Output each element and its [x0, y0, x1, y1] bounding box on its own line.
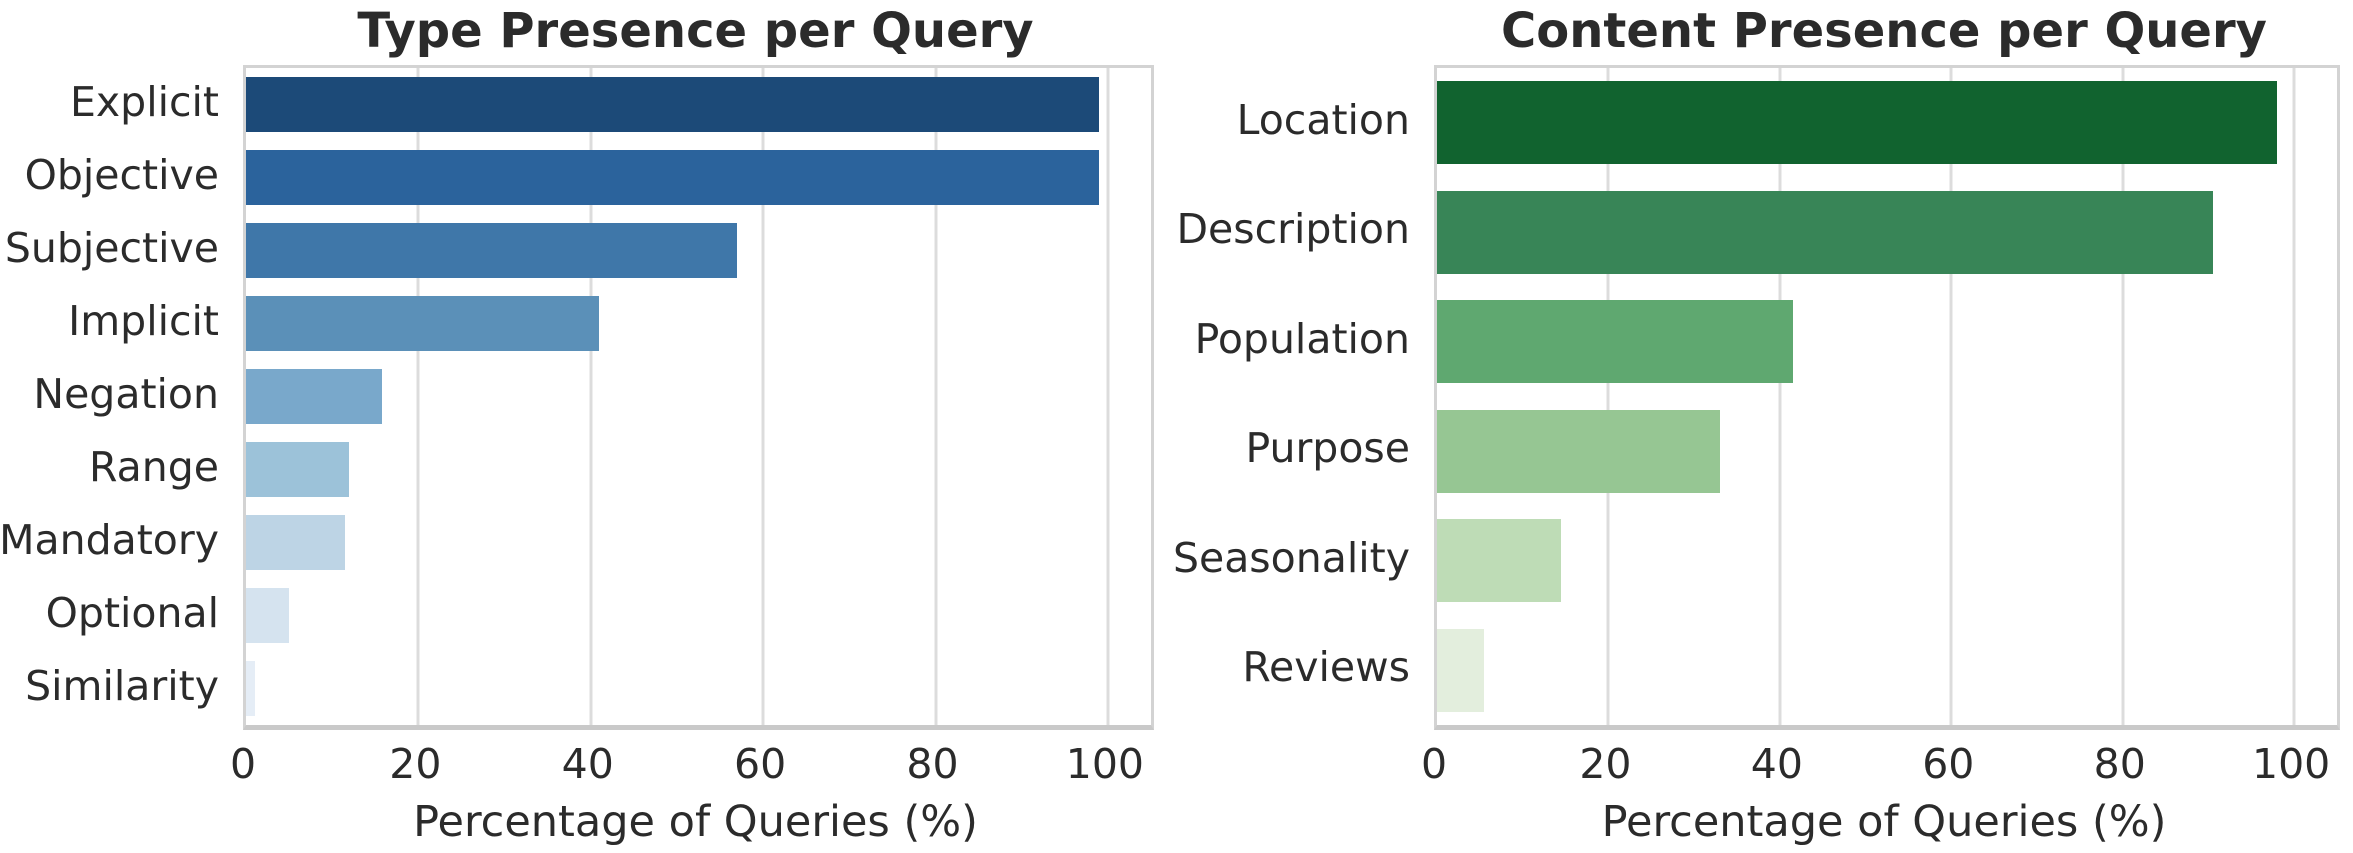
bar-row	[246, 652, 1151, 725]
bar-population	[1437, 300, 1793, 384]
bar-purpose	[1437, 409, 1720, 493]
plot-area	[243, 65, 1154, 730]
y-category-label: Subjective	[4, 223, 219, 272]
y-category-row: Similarity	[0, 649, 219, 722]
y-category-label: Reviews	[1242, 643, 1410, 692]
bars	[1437, 68, 2337, 725]
bar-row	[246, 68, 1151, 141]
x-axis-tick-labels: 0 20 40 60 80 100	[1421, 740, 2334, 792]
x-axis-tick-labels: 0 20 40 60 80 100	[230, 740, 1148, 792]
y-category-label: Similarity	[25, 661, 219, 710]
x-axis-label: Percentage of Queries (%)	[1601, 797, 2167, 847]
bar-row	[246, 579, 1151, 652]
x-tick-label-0: 0	[1420, 740, 1448, 788]
y-axis-category-labels: Explicit Objective Subjective Implicit Negat…	[0, 65, 219, 722]
gridline-x-80	[2121, 68, 2125, 725]
bar-row	[1437, 616, 2337, 726]
y-category-label: Optional	[45, 588, 219, 637]
bar-row	[1437, 397, 2337, 507]
bar-reviews	[1437, 628, 1485, 712]
bar-similarity	[246, 660, 255, 717]
bar-row	[1437, 287, 2337, 397]
plot-area	[1434, 65, 2340, 730]
y-category-row: Explicit	[0, 65, 219, 138]
y-category-row: Description	[1176, 175, 1410, 285]
x-tick-label-100: 100	[1065, 740, 1145, 788]
y-category-row: Seasonality	[1172, 503, 1410, 613]
bar-row	[1437, 68, 2337, 178]
bar-row	[246, 360, 1151, 433]
x-tick-label-40: 40	[1750, 740, 1803, 788]
y-category-row: Optional	[0, 576, 219, 649]
bar-row	[1437, 506, 2337, 616]
bar-negation	[246, 368, 383, 425]
bar-implicit	[246, 295, 600, 352]
gridline-x-100	[1106, 68, 1110, 725]
bar-optional	[246, 587, 290, 644]
y-category-label: Seasonality	[1172, 533, 1410, 582]
x-axis-label: Percentage of Queries (%)	[413, 797, 978, 847]
gridline-x-20	[1606, 68, 1610, 725]
bar-row	[1437, 178, 2337, 288]
chart-title: Type Presence per Query	[357, 3, 1034, 59]
y-category-row: Implicit	[0, 284, 219, 357]
bar-description	[1437, 190, 2213, 274]
gridline-x-40	[1778, 68, 1782, 725]
bar-range	[246, 441, 350, 498]
y-category-label: Population	[1194, 314, 1410, 363]
bar-row	[246, 506, 1151, 579]
x-tick-label-0: 0	[229, 740, 257, 788]
y-axis-category-labels: Location Description Population Purpose Seas…	[1172, 65, 1410, 723]
gridline-x-80	[934, 68, 938, 725]
y-category-label: Range	[89, 442, 219, 491]
bar-row	[246, 141, 1151, 214]
bar-row	[246, 214, 1151, 287]
x-tick-label-100: 100	[2252, 740, 2331, 788]
y-category-label: Implicit	[68, 296, 219, 345]
bar-objective	[246, 149, 1100, 206]
y-category-row: Range	[0, 430, 219, 503]
y-category-row: Reviews	[1176, 613, 1410, 723]
y-category-row: Negation	[0, 357, 219, 430]
gridline-x-20	[416, 68, 420, 725]
y-category-row: Subjective	[0, 211, 219, 284]
x-tick-label-80: 80	[906, 740, 959, 788]
y-category-label: Mandatory	[0, 515, 219, 564]
gridline-x-60	[761, 68, 765, 725]
bar-mandatory	[246, 514, 346, 571]
bar-row	[246, 287, 1151, 360]
chart-title: Content Presence per Query	[1501, 3, 2267, 59]
bar-explicit	[246, 76, 1100, 133]
x-tick-label-60: 60	[734, 740, 787, 788]
y-category-label: Objective	[24, 150, 219, 199]
y-category-row: Mandatory	[0, 503, 219, 576]
gridline-x-60	[1949, 68, 1953, 725]
y-category-label: Description	[1176, 205, 1410, 254]
y-category-row: Objective	[0, 138, 219, 211]
x-tick-label-20: 20	[1579, 740, 1632, 788]
x-tick-label-40: 40	[561, 740, 614, 788]
y-category-label: Explicit	[70, 77, 219, 126]
y-category-label: Purpose	[1245, 424, 1410, 473]
y-category-label: Negation	[33, 369, 219, 418]
y-category-row: Location	[1176, 65, 1410, 175]
x-tick-label-80: 80	[2093, 740, 2146, 788]
y-category-label: Location	[1236, 95, 1410, 144]
y-category-row: Population	[1176, 284, 1410, 394]
bar-location	[1437, 81, 2277, 165]
bar-subjective	[246, 222, 738, 279]
bars	[246, 68, 1151, 725]
x-tick-label-20: 20	[389, 740, 442, 788]
y-category-row: Purpose	[1176, 394, 1410, 504]
bar-row	[246, 433, 1151, 506]
gridline-x-100	[2292, 68, 2296, 725]
bar-seasonality	[1437, 519, 1562, 603]
x-tick-label-60: 60	[1922, 740, 1975, 788]
gridline-x-40	[589, 68, 593, 725]
